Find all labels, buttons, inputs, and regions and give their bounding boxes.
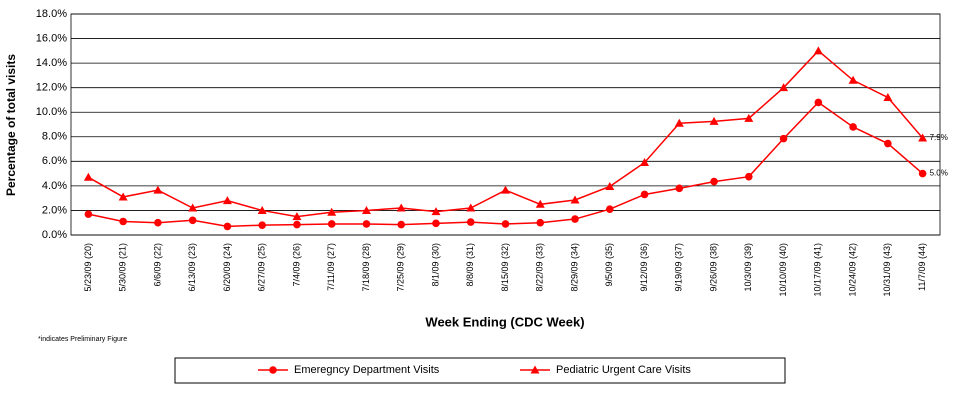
data-point (535, 199, 545, 208)
data-point (640, 190, 649, 199)
data-point (884, 139, 892, 148)
data-point (640, 158, 650, 167)
y-tick-label: 12.0% (36, 82, 67, 94)
data-point (813, 46, 823, 55)
x-tick-label: 10/31/09 (43) (882, 243, 892, 297)
data-point (397, 220, 406, 229)
y-tick-label: 2.0% (42, 204, 67, 216)
data-label: 5.0% (930, 169, 948, 178)
series-line (88, 101, 924, 228)
data-point (605, 182, 615, 191)
data-point (745, 172, 753, 181)
data-point (257, 205, 267, 214)
plot-frame (70, 13, 941, 236)
data-point (918, 169, 927, 178)
data-point (327, 220, 336, 228)
x-tick-label: 9/19/09 (37) (674, 243, 684, 292)
x-tick-label: 10/24/09 (42) (847, 243, 857, 297)
data-point (188, 203, 198, 212)
legend-marker (530, 365, 540, 374)
data-point (223, 222, 232, 231)
x-tick-label: 10/3/09 (39) (743, 243, 753, 292)
data-point (466, 203, 476, 212)
x-tick-label: 7/4/09 (26) (291, 243, 301, 287)
data-point (293, 220, 301, 229)
data-point (675, 184, 684, 193)
data-point (848, 75, 858, 84)
x-axis-label: Week Ending (CDC Week) (425, 314, 584, 329)
legend-marker (269, 366, 277, 374)
data-point (536, 218, 545, 227)
x-tick-label: 6/20/09 (24) (222, 243, 232, 292)
data-point (84, 210, 93, 218)
data-point (571, 215, 579, 223)
x-tick-label: 9/12/09 (36) (639, 243, 649, 292)
y-tick-label: 18.0% (36, 8, 67, 20)
data-point (258, 221, 266, 229)
data-point (605, 205, 614, 214)
data-point (396, 203, 406, 212)
legend-label: Emeregncy Department Visits (294, 364, 440, 376)
data-label: 7.9% (930, 133, 948, 142)
y-tick-label: 14.0% (36, 57, 67, 69)
x-tick-label: 9/5/09 (35) (604, 243, 614, 287)
data-point (222, 196, 232, 205)
data-point (432, 219, 440, 228)
data-point (362, 220, 371, 228)
data-point (327, 207, 337, 216)
y-tick-label: 16.0% (36, 32, 67, 44)
x-tick-label: 6/6/09 (22) (152, 243, 162, 287)
x-tick-label: 7/11/09 (27) (326, 243, 336, 291)
y-tick-label: 6.0% (42, 155, 67, 167)
data-point (814, 98, 823, 107)
data-point (466, 218, 475, 226)
data-point (431, 207, 441, 216)
data-point (188, 216, 197, 225)
data-point (710, 177, 718, 186)
data-point (709, 116, 719, 125)
data-point (570, 195, 580, 204)
x-tick-label: 8/8/09 (31) (465, 243, 475, 287)
x-tick-label: 8/15/09 (32) (500, 243, 510, 292)
x-tick-label: 8/1/09 (30) (430, 243, 440, 287)
data-point (674, 118, 684, 127)
data-point (119, 217, 127, 226)
note: *indicates Preliminary Figure (38, 336, 127, 343)
data-point (501, 185, 510, 194)
legend-label: Pediatric Urgent Care Visits (556, 364, 691, 376)
data-point (779, 134, 788, 143)
y-tick-label: 4.0% (42, 180, 67, 192)
data-point (883, 92, 893, 101)
data-point (501, 220, 510, 228)
data-point (779, 83, 789, 92)
data-point (849, 123, 857, 131)
x-tick-label: 7/18/09 (28) (361, 243, 371, 292)
x-tick-label: 6/27/09 (25) (257, 243, 267, 292)
x-tick-label: 7/25/09 (29) (396, 243, 406, 292)
y-axis-label: Percentage of total visits (4, 54, 18, 196)
data-point (292, 212, 302, 221)
data-point (361, 205, 371, 214)
x-tick-label: 5/30/09 (21) (118, 243, 128, 292)
data-point (154, 218, 162, 227)
data-point (918, 133, 928, 142)
x-tick-label: 8/22/09 (33) (535, 243, 545, 292)
x-tick-label: 9/26/09 (38) (708, 243, 718, 292)
data-point (118, 192, 128, 201)
y-tick-label: 0.0% (42, 229, 67, 241)
x-tick-label: 5/23/09 (20) (83, 243, 93, 292)
data-point (83, 172, 93, 181)
y-tick-label: 8.0% (42, 131, 67, 143)
x-tick-label: 6/13/09 (23) (187, 243, 197, 292)
x-tick-label: 8/29/09 (34) (569, 243, 579, 292)
x-tick-label: 11/7/09 (44) (917, 243, 927, 291)
x-tick-label: 10/10/09 (40) (778, 243, 788, 297)
x-tick-label: 10/17/09 (41) (813, 243, 823, 297)
data-point (744, 113, 754, 122)
y-tick-label: 10.0% (36, 106, 67, 118)
data-point (153, 185, 163, 194)
